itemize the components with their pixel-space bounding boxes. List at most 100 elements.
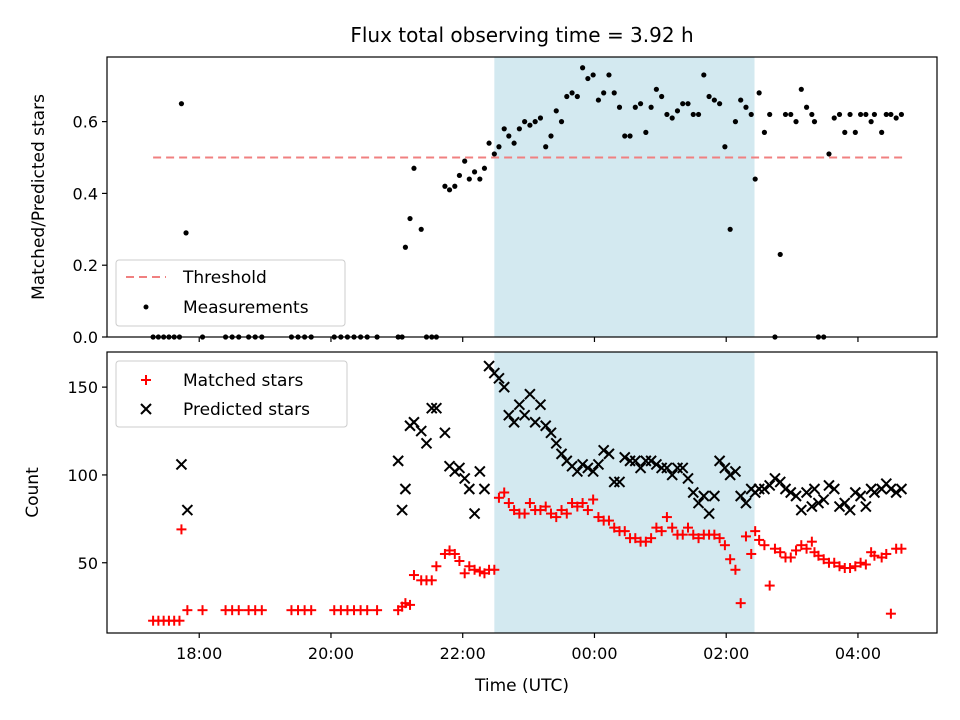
matched-star-point bbox=[459, 568, 470, 579]
predicted-star-point bbox=[508, 416, 520, 428]
matched-star-point bbox=[725, 554, 736, 565]
x-tick-label: 02:00 bbox=[703, 644, 749, 663]
matched-star-point bbox=[577, 498, 588, 509]
bottom-points-group bbox=[148, 360, 908, 626]
predicted-star-point bbox=[839, 497, 851, 509]
measurement-point bbox=[706, 93, 712, 100]
matched-star-point bbox=[540, 501, 551, 512]
matched-star-point bbox=[182, 605, 193, 616]
measurement-point bbox=[580, 65, 586, 71]
predicted-star-point bbox=[785, 486, 797, 499]
y-tick-label: 0.0 bbox=[73, 328, 98, 347]
matched-star-point bbox=[362, 605, 373, 616]
matched-star-point bbox=[535, 505, 546, 516]
y-tick-label: 0.2 bbox=[73, 256, 98, 275]
measurement-point bbox=[601, 90, 607, 96]
predicted-star-point bbox=[895, 483, 908, 495]
matched-star-point bbox=[503, 498, 514, 509]
predicted-star-point bbox=[666, 469, 678, 481]
matched-star-point bbox=[769, 543, 780, 554]
matched-star-point bbox=[661, 512, 672, 523]
measurement-point bbox=[732, 119, 739, 125]
predicted-star-point bbox=[868, 486, 881, 499]
measurement-point bbox=[585, 75, 591, 82]
measurement-point bbox=[711, 97, 717, 103]
bottom-x-axis: 18:00 20:00 22:00 00:00 02:00 04:00 bbox=[176, 633, 881, 663]
predicted-star-point bbox=[806, 500, 818, 513]
predicted-star-point bbox=[645, 455, 657, 467]
measurement-point bbox=[622, 133, 628, 139]
predicted-star-point bbox=[463, 483, 476, 495]
y-tick-label: 50 bbox=[78, 554, 98, 573]
matched-star-point bbox=[759, 540, 770, 551]
predicted-star-point bbox=[817, 493, 830, 506]
measurement-point bbox=[569, 90, 575, 96]
matched-star-point bbox=[174, 615, 185, 626]
matched-star-point bbox=[834, 561, 845, 572]
measurement-point bbox=[178, 101, 185, 107]
predicted-star-point bbox=[540, 420, 552, 432]
predicted-star-point bbox=[597, 444, 610, 457]
top-panel: 0.0 0.2 0.4 0.6 Matched/Predicted stars Thr… bbox=[29, 56, 938, 347]
measurement-point bbox=[727, 226, 733, 232]
measurement-point bbox=[616, 104, 623, 110]
measurement-point bbox=[809, 111, 815, 118]
measurement-point bbox=[685, 101, 691, 107]
matched-star-point bbox=[764, 580, 775, 591]
legend-threshold-label: Threshold bbox=[182, 268, 267, 288]
predicted-star-point bbox=[629, 455, 642, 467]
predicted-star-point bbox=[769, 472, 781, 485]
predicted-star-point bbox=[576, 458, 589, 471]
predicted-star-point bbox=[518, 409, 531, 421]
matched-star-point bbox=[806, 536, 817, 547]
predicted-star-point bbox=[698, 490, 710, 502]
predicted-star-point bbox=[823, 479, 835, 492]
top-x-axis bbox=[198, 337, 859, 342]
predicted-star-point bbox=[724, 469, 736, 481]
matched-star-point bbox=[545, 508, 556, 519]
matched-star-point bbox=[850, 561, 861, 572]
measurement-point bbox=[777, 251, 783, 258]
predicted-star-point bbox=[808, 483, 821, 495]
measurement-point bbox=[722, 144, 728, 150]
top-legend: Threshold Measurements bbox=[115, 259, 346, 327]
predicted-star-point bbox=[740, 497, 752, 509]
matched-star-point bbox=[449, 548, 460, 559]
matched-star-point bbox=[582, 505, 593, 516]
matched-star-point bbox=[885, 608, 896, 619]
predicted-star-point bbox=[758, 483, 771, 495]
predicted-star-point bbox=[582, 462, 594, 474]
matched-star-point bbox=[719, 540, 730, 551]
predicted-star-point bbox=[790, 490, 802, 502]
matched-star-point bbox=[791, 545, 802, 556]
matched-star-point bbox=[176, 524, 187, 535]
measurement-point bbox=[522, 119, 528, 125]
predicted-star-point bbox=[396, 504, 408, 516]
measurement-point bbox=[496, 144, 502, 150]
predicted-star-point bbox=[828, 483, 840, 495]
matched-star-point bbox=[400, 598, 411, 609]
matched-star-point bbox=[372, 605, 383, 616]
matched-star-point bbox=[426, 575, 437, 586]
matched-star-point bbox=[656, 526, 667, 537]
predicted-star-point bbox=[692, 497, 705, 509]
matched-star-point bbox=[509, 505, 520, 516]
x-tick-label: 22:00 bbox=[440, 644, 486, 663]
predicted-star-point bbox=[545, 427, 557, 439]
x-tick-label: 18:00 bbox=[176, 644, 222, 663]
predicted-star-point bbox=[550, 437, 562, 450]
matched-star-point bbox=[829, 557, 840, 568]
predicted-star-point bbox=[529, 416, 541, 428]
matched-star-point bbox=[551, 512, 562, 523]
measurement-point bbox=[516, 126, 522, 132]
measurement-point bbox=[852, 129, 858, 135]
y-tick-label: 0.6 bbox=[73, 113, 98, 132]
matched-star-point bbox=[801, 543, 812, 554]
measurement-point bbox=[643, 129, 649, 135]
predicted-star-point bbox=[503, 409, 515, 421]
matched-star-point bbox=[572, 501, 583, 512]
matched-star-point bbox=[619, 526, 630, 537]
matched-star-point bbox=[640, 536, 651, 547]
measurement-point bbox=[738, 97, 744, 103]
